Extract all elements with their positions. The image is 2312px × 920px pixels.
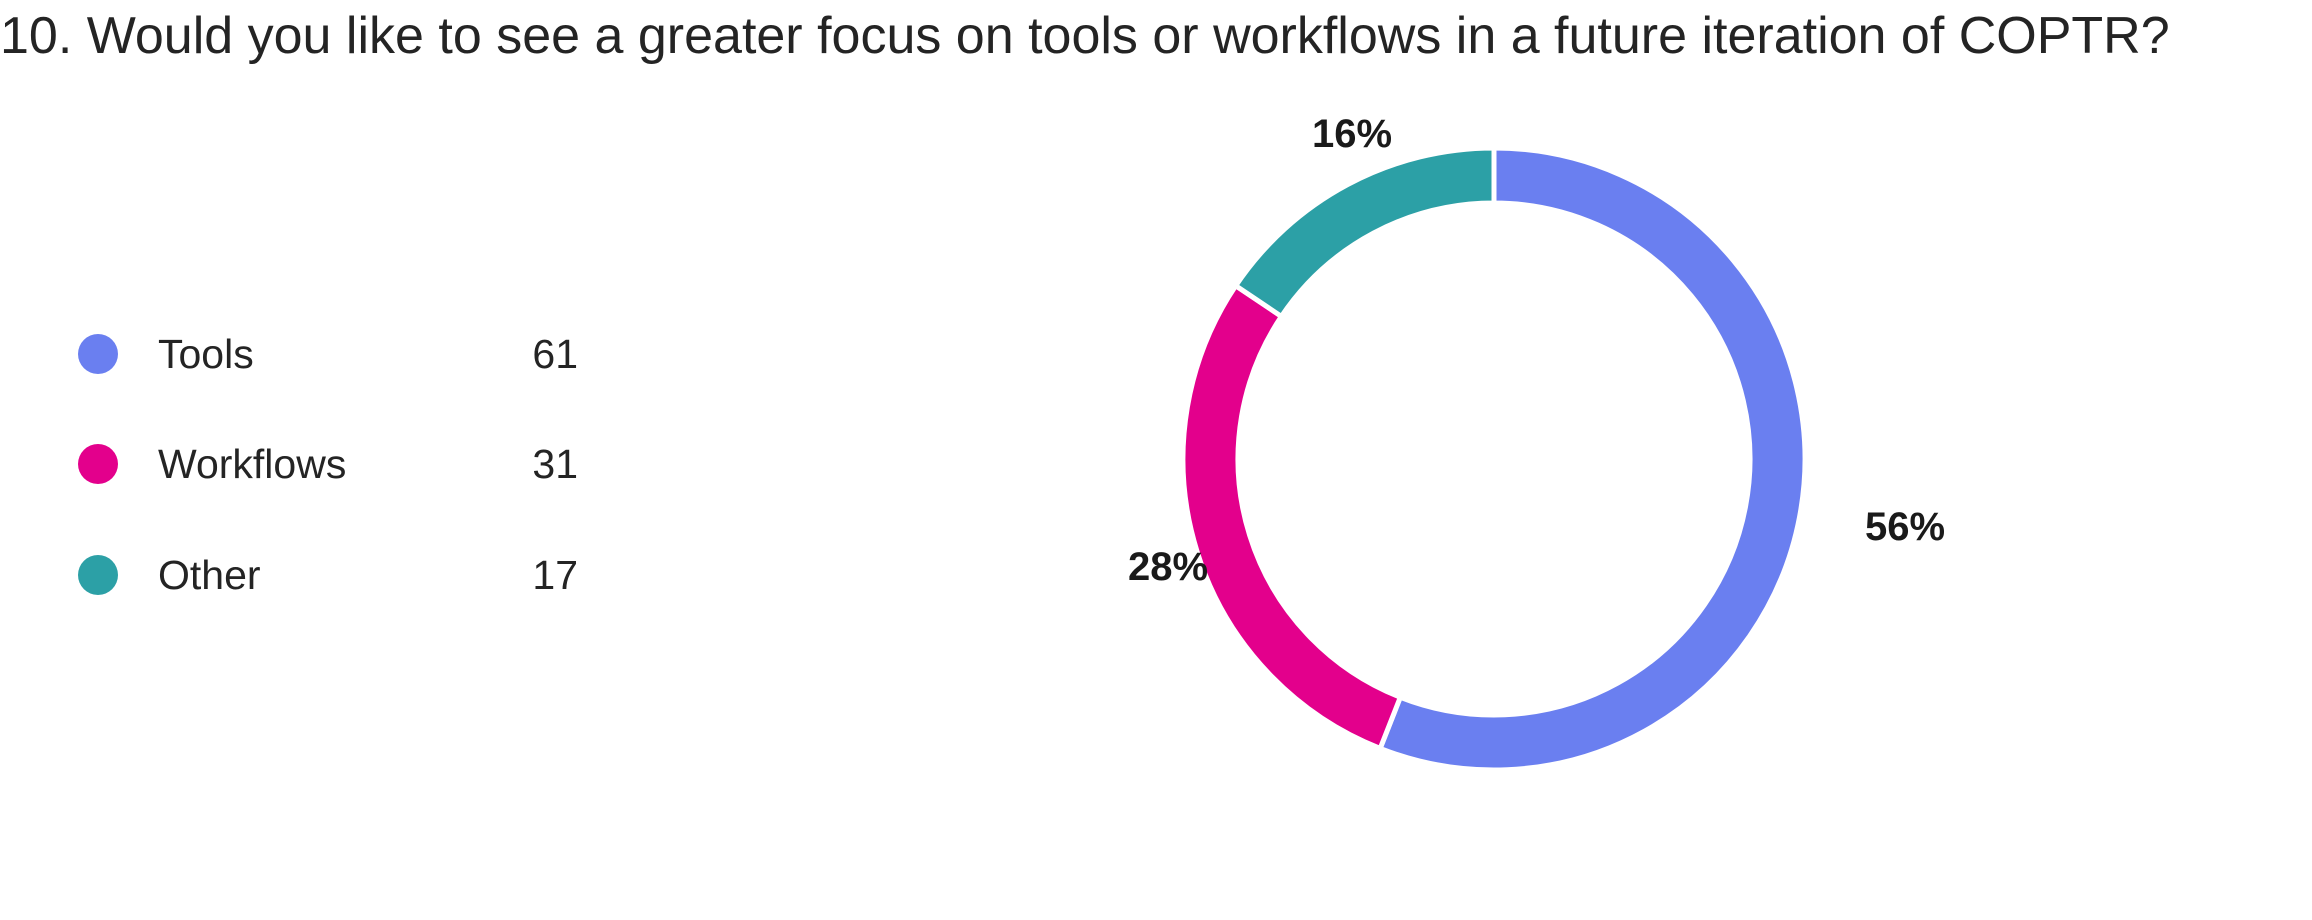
legend-count: 17 xyxy=(532,551,578,598)
legend-item: Workflows 31 xyxy=(78,434,578,494)
slice-percent-label: 28% xyxy=(1128,545,1208,589)
legend-label: Workflows xyxy=(158,440,347,487)
legend-count: 61 xyxy=(532,330,578,377)
slice-percent-label: 56% xyxy=(1865,505,1945,549)
legend-item: Tools 61 xyxy=(78,324,578,384)
legend-dot-icon xyxy=(78,334,118,374)
legend-count: 31 xyxy=(532,440,578,487)
donut-slice-other xyxy=(1232,145,1497,320)
slice-percent-label: 16% xyxy=(1312,112,1392,156)
legend-label: Tools xyxy=(158,330,254,377)
legend-item: Other 17 xyxy=(78,545,578,605)
legend-dot-icon xyxy=(78,555,118,595)
donut-slice-tools xyxy=(1376,145,1808,773)
donut-slice-workflows xyxy=(1180,282,1404,752)
question-title: 10. Would you like to see a greater focu… xyxy=(0,7,2170,65)
legend-dot-icon xyxy=(78,444,118,484)
legend-label: Other xyxy=(158,551,261,598)
